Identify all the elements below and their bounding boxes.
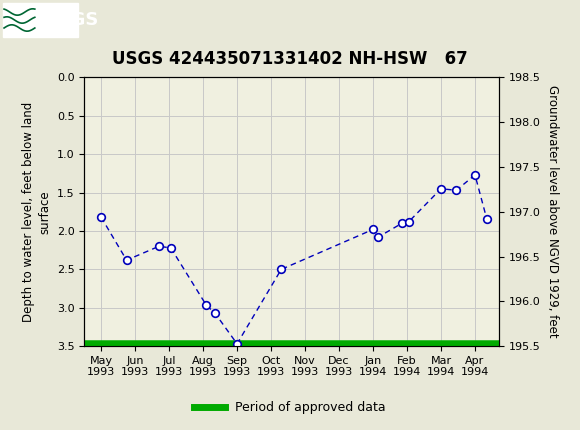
Y-axis label: Groundwater level above NGVD 1929, feet: Groundwater level above NGVD 1929, feet <box>546 86 559 338</box>
Y-axis label: Depth to water level, feet below land
surface: Depth to water level, feet below land su… <box>22 101 51 322</box>
Text: USGS: USGS <box>44 11 99 29</box>
Text: USGS 424435071331402 NH-HSW   67: USGS 424435071331402 NH-HSW 67 <box>112 50 468 68</box>
Legend: Period of approved data: Period of approved data <box>189 396 391 419</box>
FancyBboxPatch shape <box>3 3 78 37</box>
